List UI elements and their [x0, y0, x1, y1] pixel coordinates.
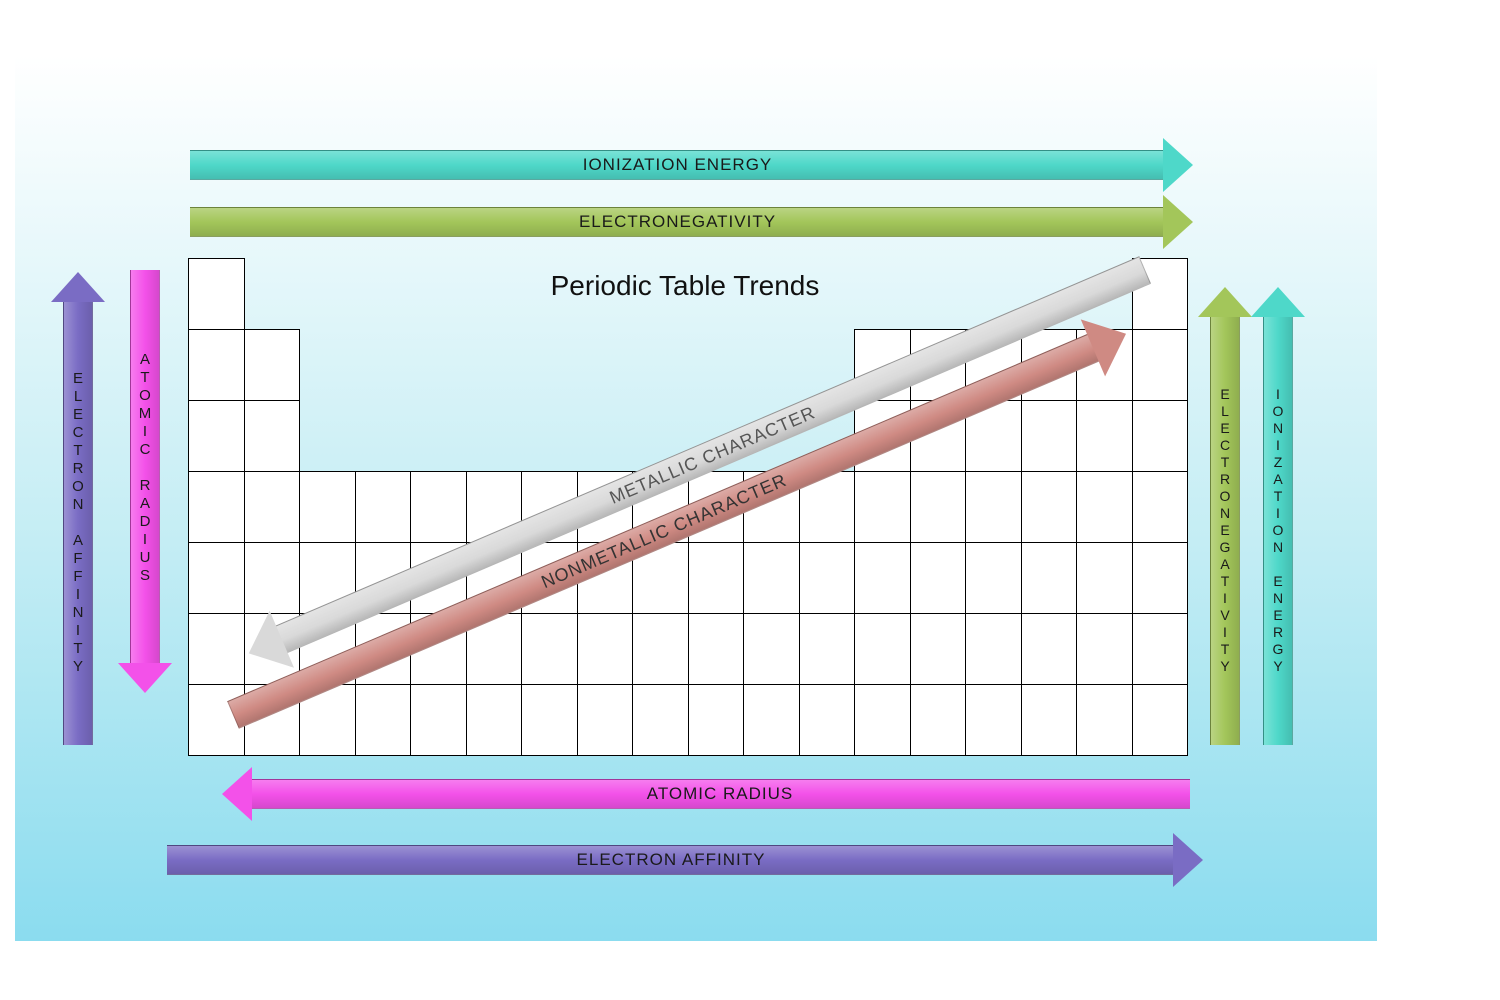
periodic-cell [410, 684, 467, 756]
periodic-cell [965, 613, 1022, 685]
periodic-cell [466, 684, 523, 756]
atomic-radius-bottom-arrow: ATOMIC RADIUS [250, 779, 1190, 809]
ionization-right-arrow: IONIZATION ENERGY [1263, 315, 1293, 745]
periodic-cell [910, 684, 967, 756]
stage: METALLIC CHARACTERNONMETALLIC CHARACTER … [0, 0, 1500, 1000]
periodic-cell [577, 684, 634, 756]
periodic-cell [521, 613, 578, 685]
periodic-cell [854, 684, 911, 756]
electronegativity-top-arrow: ELECTRONEGATIVITY [190, 207, 1165, 237]
ionization-top-arrow: IONIZATION ENERGY [190, 150, 1165, 180]
periodic-cell [355, 471, 412, 543]
periodic-cell [1132, 684, 1189, 756]
periodic-cell [577, 613, 634, 685]
periodic-cell [1132, 471, 1189, 543]
electron-affinity-bottom-arrow: ELECTRON AFFINITY [167, 845, 1175, 875]
electronegativity-right-label: ELECTRONEGATIVITY [1210, 315, 1240, 745]
periodic-cell [188, 329, 245, 401]
periodic-cell [799, 613, 856, 685]
periodic-cell [910, 471, 967, 543]
periodic-cell [244, 329, 301, 401]
periodic-cell [1132, 613, 1189, 685]
periodic-cell [1132, 329, 1189, 401]
periodic-cell [1021, 400, 1078, 472]
atomic-radius-left-label: ATOMIC RADIUS [130, 270, 160, 665]
periodic-cell [188, 258, 245, 330]
ionization-top-label: IONIZATION ENERGY [190, 150, 1165, 180]
periodic-cell [743, 542, 800, 614]
periodic-cell [1076, 613, 1133, 685]
periodic-cell [743, 684, 800, 756]
electron-affinity-left-arrow: ELECTRON AFFINITY [63, 300, 93, 745]
periodic-cell [410, 471, 467, 543]
electronegativity-top-label: ELECTRONEGATIVITY [190, 207, 1165, 237]
periodic-cell [688, 613, 745, 685]
periodic-cell [1076, 684, 1133, 756]
electronegativity-right-arrow: ELECTRONEGATIVITY [1210, 315, 1240, 745]
atomic-radius-left-arrow: ATOMIC RADIUS [130, 270, 160, 665]
periodic-cell [1021, 613, 1078, 685]
periodic-cell [632, 613, 689, 685]
electron-affinity-left-label: ELECTRON AFFINITY [63, 300, 93, 745]
periodic-cell [1021, 471, 1078, 543]
periodic-cell [244, 542, 301, 614]
atomic-radius-bottom-label: ATOMIC RADIUS [250, 779, 1190, 809]
periodic-cell [188, 471, 245, 543]
periodic-cell [854, 471, 911, 543]
periodic-cell [1021, 684, 1078, 756]
electron-affinity-bottom-label: ELECTRON AFFINITY [167, 845, 1175, 875]
periodic-cell [521, 684, 578, 756]
periodic-cell [1132, 400, 1189, 472]
periodic-cell [1132, 542, 1189, 614]
periodic-cell [965, 684, 1022, 756]
periodic-cell [1076, 471, 1133, 543]
periodic-cell [299, 471, 356, 543]
periodic-cell [688, 684, 745, 756]
periodic-cell [244, 471, 301, 543]
periodic-cell [244, 400, 301, 472]
periodic-cell [1076, 542, 1133, 614]
periodic-cell [965, 471, 1022, 543]
periodic-cell [743, 613, 800, 685]
periodic-cell [355, 684, 412, 756]
periodic-cell [1021, 542, 1078, 614]
periodic-cell [688, 542, 745, 614]
periodic-cell [799, 684, 856, 756]
ionization-right-label: IONIZATION ENERGY [1263, 315, 1293, 745]
periodic-cell [910, 613, 967, 685]
periodic-cell [854, 613, 911, 685]
periodic-cell [799, 542, 856, 614]
periodic-cell [1076, 400, 1133, 472]
periodic-cell [854, 542, 911, 614]
periodic-cell [965, 542, 1022, 614]
diagram-title: Periodic Table Trends [485, 270, 885, 302]
periodic-cell [910, 542, 967, 614]
periodic-cell [632, 684, 689, 756]
periodic-cell [188, 542, 245, 614]
periodic-cell [188, 400, 245, 472]
gradient-panel: METALLIC CHARACTERNONMETALLIC CHARACTER … [15, 55, 1377, 941]
